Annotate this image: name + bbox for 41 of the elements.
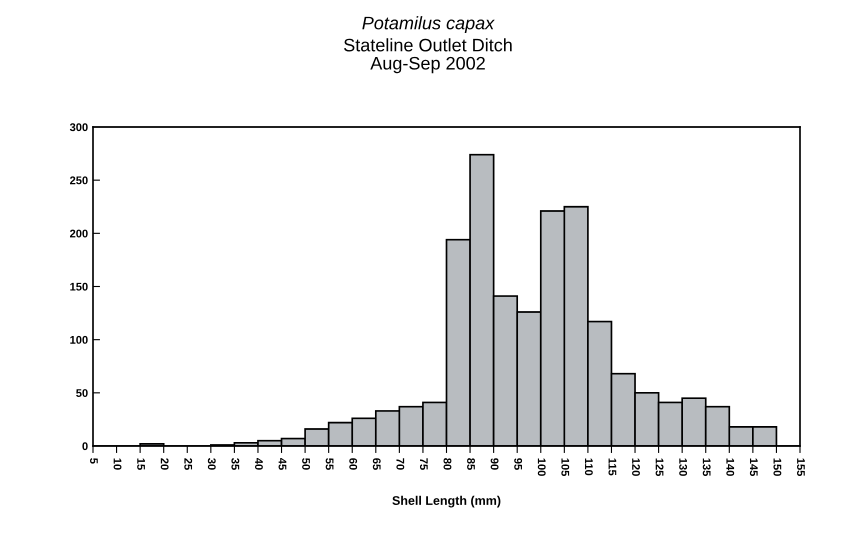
x-tick-label: 90 [490, 458, 499, 470]
x-tick-label: 35 [231, 458, 240, 470]
x-tick-label: 30 [208, 458, 216, 470]
x-tick-label: 85 [467, 458, 475, 470]
x-tick-label: 130 [679, 458, 688, 476]
x-tick-label: 25 [184, 458, 192, 470]
x-tick-label: 45 [278, 458, 286, 470]
x-tick-label: 145 [750, 458, 758, 476]
x-tick-label: 100 [538, 458, 546, 476]
x-tick-label: 15 [137, 458, 145, 470]
x-tick-label: 95 [514, 458, 522, 470]
x-tick-label: 75 [420, 458, 428, 470]
y-tick-label: 300 [70, 123, 88, 132]
x-tick-label: 70 [396, 458, 404, 470]
x-tick-label: 135 [702, 458, 711, 476]
x-tick-label: 60 [349, 458, 358, 470]
x-tick-label: 40 [254, 458, 263, 470]
x-tick-label: 20 [160, 458, 169, 470]
x-tick-label: 5 [90, 458, 98, 464]
y-tick-label: 150 [70, 282, 88, 291]
x-tick-label: 80 [444, 458, 452, 470]
x-tick-label: 105 [561, 458, 570, 476]
x-tick-label: 115 [608, 458, 616, 476]
chart-subtitle: Stateline Outlet Ditch Aug-Sep 2002 [344, 38, 512, 74]
y-tick-label: 250 [70, 176, 88, 184]
x-tick-label: 50 [302, 458, 310, 470]
x-tick-label: 150 [773, 458, 782, 476]
x-tick-label: 65 [372, 458, 381, 470]
x-axis-title: Shell Length (mm) [392, 496, 500, 508]
x-tick-label: 55 [326, 458, 334, 470]
y-tick-label: 50 [76, 389, 88, 397]
x-tick-label: 140 [726, 458, 734, 476]
y-tick-label: 0 [82, 442, 88, 450]
y-tick-label: 100 [70, 336, 88, 344]
x-tick-label: 155 [797, 458, 805, 476]
x-tick-label: 125 [656, 458, 664, 476]
x-tick-label: 10 [114, 458, 122, 470]
chart-title: Potamilus capax [362, 16, 495, 33]
x-tick-label: 120 [632, 458, 640, 476]
x-tick-label: 110 [584, 458, 593, 476]
y-tick-label: 200 [70, 230, 88, 238]
